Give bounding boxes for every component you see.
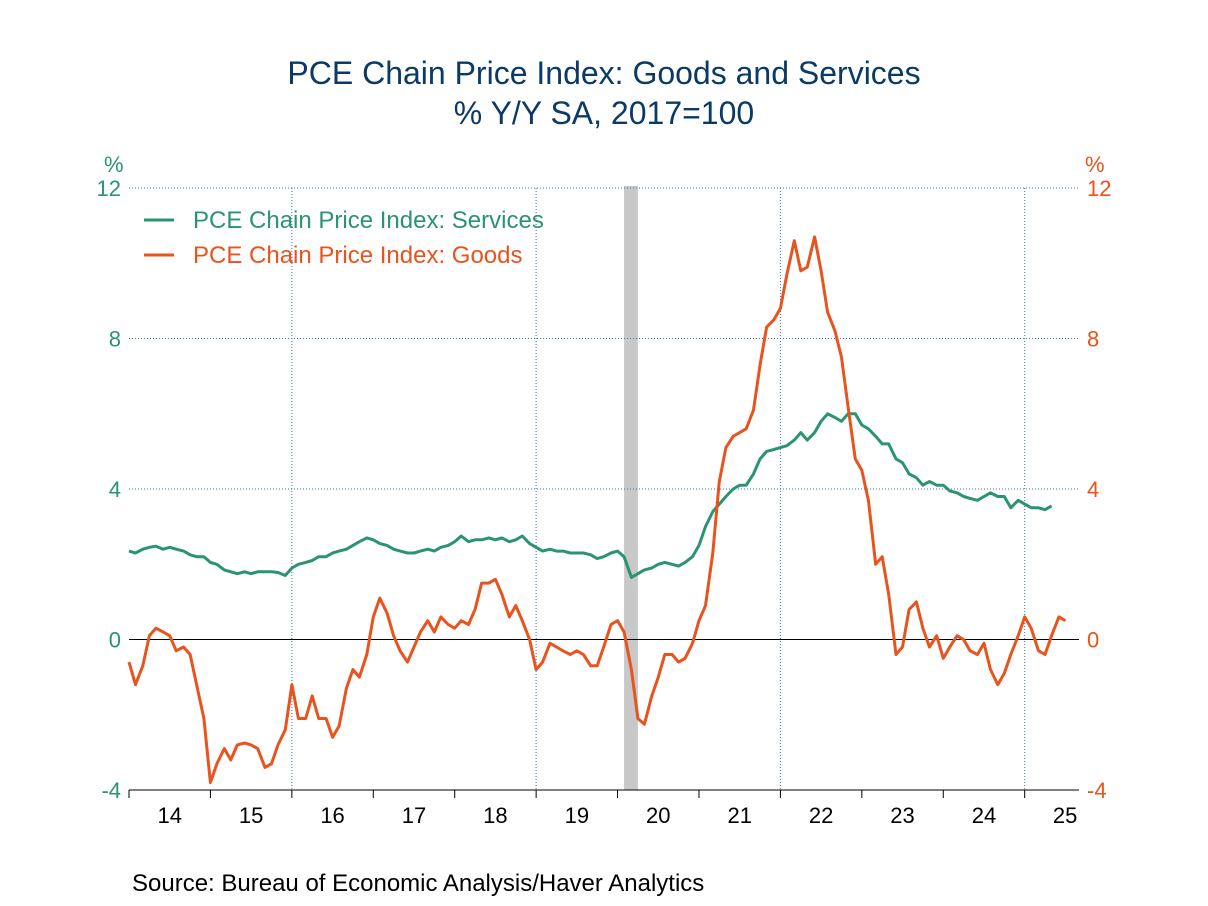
x-tick-label: 23 [890, 803, 914, 828]
right-tick-label: -4 [1087, 778, 1107, 803]
left-tick-label: 12 [97, 176, 121, 201]
left-axis-unit: % [104, 152, 124, 177]
x-tick-label: 18 [483, 803, 507, 828]
series-line-goods [127, 235, 1067, 784]
x-tick-label: 17 [402, 803, 426, 828]
chart-subtitle: % Y/Y SA, 2017=100 [453, 95, 755, 131]
x-tick-label: 25 [1053, 803, 1077, 828]
x-tick-label: 21 [727, 803, 751, 828]
legend-label-services: PCE Chain Price Index: Services [193, 207, 544, 234]
x-tick-label: 15 [239, 803, 263, 828]
x-tick-label: 24 [972, 803, 996, 828]
x-tick-label: 22 [809, 803, 833, 828]
right-tick-label: 4 [1087, 477, 1099, 502]
left-tick-label: 8 [109, 327, 121, 352]
right-tick-label: 8 [1087, 327, 1099, 352]
x-tick-label: 16 [320, 803, 344, 828]
left-tick-label: 4 [109, 477, 121, 502]
left-tick-label: -4 [101, 778, 121, 803]
right-tick-label: 12 [1087, 176, 1111, 201]
x-tick-label: 14 [157, 803, 181, 828]
x-tick-label: 19 [565, 803, 589, 828]
left-tick-label: 0 [109, 628, 121, 653]
right-tick-label: 0 [1087, 628, 1099, 653]
source-note: Source: Bureau of Economic Analysis/Have… [132, 870, 705, 897]
chart-title: PCE Chain Price Index: Goods and Service… [287, 55, 921, 91]
x-tick-label: 20 [646, 803, 670, 828]
right-axis-unit: % [1085, 152, 1105, 177]
legend-label-goods: PCE Chain Price Index: Goods [193, 242, 523, 269]
series-line-services [128, 412, 1053, 579]
